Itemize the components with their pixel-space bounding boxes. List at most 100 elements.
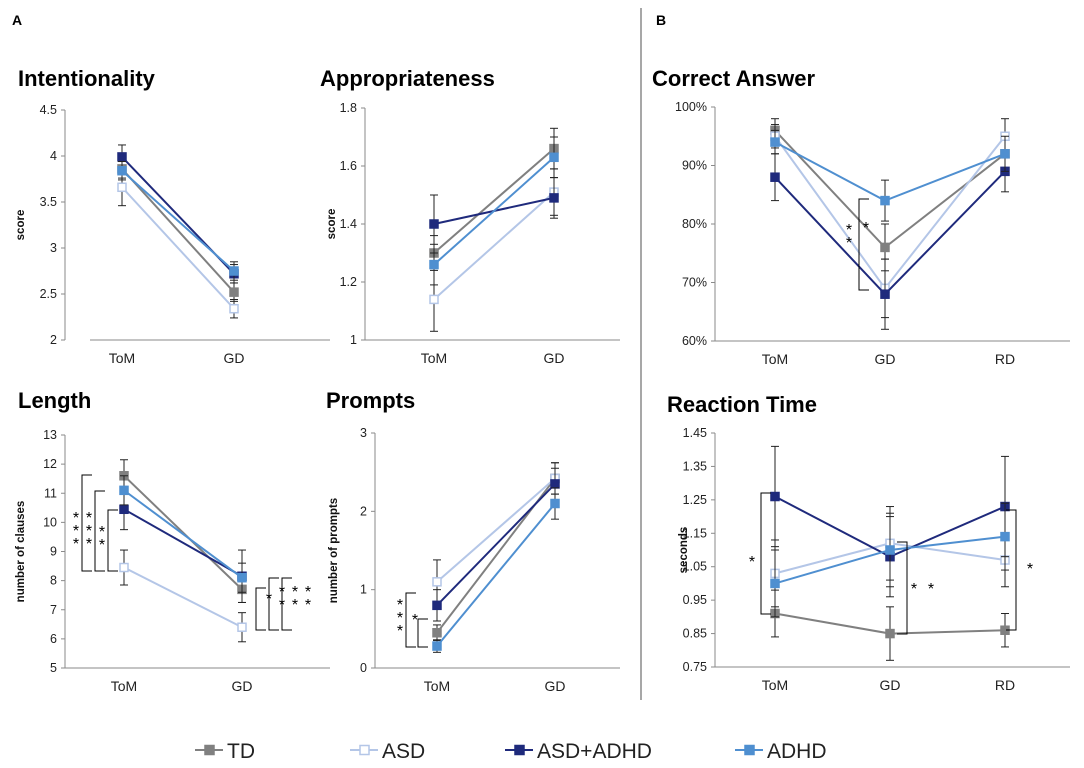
y-tick-label: 3	[50, 241, 57, 255]
significance-bracket	[255, 587, 266, 631]
chart-reaction: Reaction Time 0.75 0.85 0.95 1.05 1.15 1.25 1.3…	[667, 392, 1070, 693]
legend-item-asd-adhd: ASD+ADHD	[505, 740, 652, 763]
data-point	[770, 491, 780, 502]
data-point	[429, 259, 439, 270]
chart-title: Correct Answer	[652, 66, 815, 91]
series-line	[121, 186, 235, 310]
data-point	[770, 137, 780, 147]
series-line	[436, 502, 556, 647]
y-tick-label: 7	[50, 603, 57, 617]
y-tick-label: 0	[360, 661, 367, 675]
data-point	[429, 294, 439, 305]
y-tick-label: 0.75	[683, 660, 707, 674]
panel-label-b: B	[656, 12, 666, 28]
data-point	[229, 303, 239, 314]
series-adhd	[429, 136, 559, 286]
y-tick-label: 9	[50, 545, 57, 559]
significance-correct: ***	[846, 198, 869, 291]
data-point	[1000, 531, 1010, 542]
significance-bracket	[1006, 509, 1017, 631]
series-asd-adhd	[119, 488, 247, 603]
x-tick-label: ToM	[421, 350, 447, 366]
series-td	[770, 589, 1010, 661]
series-line	[774, 141, 1006, 202]
legend-label: ADHD	[767, 740, 827, 763]
series-adhd	[432, 487, 560, 653]
y-tick-label: 60%	[682, 334, 707, 348]
data-point	[885, 545, 895, 555]
y-tick-label: 90%	[682, 159, 707, 173]
significance-star: *	[928, 581, 934, 598]
legend-label: ASD	[382, 740, 425, 763]
significance-star: *	[397, 623, 403, 640]
series-asd	[117, 168, 239, 319]
chart-title: Length	[18, 388, 91, 413]
series-td	[429, 127, 559, 271]
data-point	[550, 498, 560, 509]
y-axis-label: seconds	[678, 527, 690, 574]
chart-length: Length 5 6 7 8 9 10 11 12 13 number of clauses ToM G…	[15, 388, 330, 694]
data-point	[432, 641, 442, 651]
y-tick-label: 4.5	[40, 103, 57, 117]
y-tick-label: 8	[50, 574, 57, 588]
significance-star: *	[73, 523, 79, 540]
series-line	[436, 477, 556, 583]
series-line	[433, 156, 555, 266]
data-point	[119, 485, 129, 496]
significance-bracket	[94, 490, 105, 572]
y-tick-label: 1.05	[683, 560, 707, 574]
x-tick-label: GD	[875, 351, 896, 367]
y-tick-label: 4	[50, 149, 57, 163]
series-td	[119, 459, 247, 603]
series-line	[121, 168, 235, 293]
data-point	[1000, 149, 1010, 159]
series-line	[123, 489, 243, 579]
series-line	[433, 147, 555, 254]
x-tick-label: ToM	[762, 351, 788, 367]
y-tick-label: 1.4	[340, 217, 357, 231]
significance-star: *	[292, 584, 298, 601]
x-tick-label: RD	[995, 351, 1015, 367]
y-tick-label: 13	[43, 428, 57, 442]
series-line	[774, 170, 1006, 296]
x-tick-label: RD	[995, 677, 1015, 693]
significance-star: *	[99, 537, 105, 554]
y-tick-label: 5	[50, 661, 57, 675]
x-tick-label: ToM	[424, 678, 450, 694]
data-point	[119, 504, 129, 515]
chart-intentionality: Intentionality 2 2.5 3 3.5 4 4.5 score ToM GD	[15, 66, 330, 366]
significance-length: ********* ******	[73, 474, 311, 631]
data-point	[237, 572, 247, 583]
significance-reaction: * * * *	[749, 492, 1033, 635]
series-line	[436, 483, 556, 607]
legend-marker	[514, 744, 525, 756]
significance-star: *	[305, 597, 311, 614]
significance-bracket	[81, 474, 92, 572]
legend-item-asd: ASD	[350, 740, 425, 763]
y-tick-label: 3	[360, 426, 367, 440]
data-point	[229, 266, 239, 276]
y-axis-label: number of clauses	[15, 501, 27, 603]
data-point	[550, 479, 560, 489]
data-point	[880, 289, 890, 299]
chart-title: Intentionality	[18, 66, 156, 91]
series-adhd	[119, 475, 247, 593]
significance-star: *	[266, 591, 272, 608]
y-tick-label: 1.6	[340, 159, 357, 173]
significance-star: *	[749, 554, 755, 571]
legend-label: ASD+ADHD	[537, 740, 652, 763]
significance-star: *	[86, 536, 92, 553]
significance-bracket	[760, 492, 771, 615]
series-asd-adhd	[117, 144, 239, 284]
significance-star: *	[73, 536, 79, 553]
significance-star: *	[412, 612, 418, 629]
significance-star: *	[73, 510, 79, 527]
y-tick-label: 1	[350, 333, 357, 347]
data-point	[549, 193, 559, 203]
data-point	[770, 172, 780, 182]
significance-bracket	[858, 198, 869, 291]
data-point	[549, 152, 559, 163]
panel-label-a: A	[12, 12, 22, 28]
y-tick-label: 1.45	[683, 426, 707, 440]
